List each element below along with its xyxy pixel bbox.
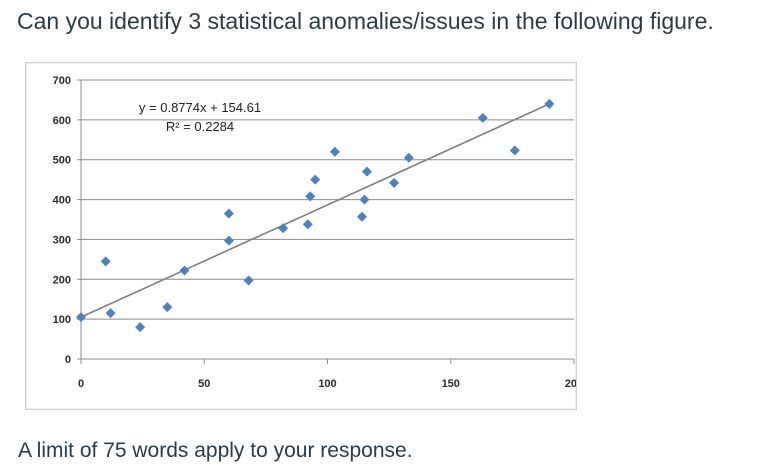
data-point (100, 256, 111, 267)
data-point (278, 223, 289, 234)
axes (77, 79, 575, 364)
data-point (179, 265, 190, 276)
data-point (361, 166, 372, 177)
y-tick-label: 200 (53, 274, 71, 286)
x-tick-label: 50 (198, 378, 210, 390)
y-tick-label: 600 (53, 115, 71, 127)
trendline-group (80, 103, 550, 318)
y-tick-label: 500 (53, 155, 71, 167)
data-point (76, 312, 86, 323)
data-point (302, 219, 313, 230)
x-tick-label: 0 (78, 378, 84, 390)
data-point (403, 152, 414, 163)
data-point (359, 194, 370, 205)
chart-area: 0 100 200 300 400 500 600 700 0 50 100 150 200 y = … (25, 62, 577, 410)
x-tick-labels: 0 50 100 150 200 (78, 378, 576, 390)
y-tick-label: 100 (53, 314, 71, 326)
x-tick-label: 100 (318, 378, 336, 390)
data-points (76, 98, 555, 333)
data-point (389, 177, 400, 188)
data-point (223, 235, 234, 246)
trendline-equation: y = 0.8774x + 154.61 (139, 100, 261, 115)
data-point (135, 322, 146, 333)
data-point (105, 308, 116, 319)
question-text: Can you identify 3 statistical anomalies… (17, 8, 714, 34)
y-tick-label: 700 (53, 75, 71, 87)
data-point (477, 112, 488, 123)
data-point (509, 145, 520, 156)
y-tick-label: 0 (65, 354, 71, 366)
word-limit-note: A limit of 75 words apply to your respon… (18, 439, 413, 462)
scatter-chart: 0 100 200 300 400 500 600 700 0 50 100 150 200 y = … (53, 75, 576, 390)
data-point (357, 211, 368, 222)
x-tick-label: 200 (565, 378, 576, 390)
y-tick-label: 400 (53, 195, 71, 207)
y-tick-label: 300 (53, 234, 71, 246)
data-point (243, 275, 254, 286)
trendline (80, 103, 550, 318)
data-point (310, 174, 321, 185)
x-tick-label: 150 (442, 378, 460, 390)
y-tick-labels: 0 100 200 300 400 500 600 700 (53, 75, 71, 366)
trendline-r-squared: R² = 0.2284 (166, 119, 234, 134)
data-point (223, 208, 234, 219)
data-point (329, 146, 340, 157)
data-point (544, 98, 555, 109)
data-point (162, 302, 173, 313)
data-point (305, 191, 316, 202)
